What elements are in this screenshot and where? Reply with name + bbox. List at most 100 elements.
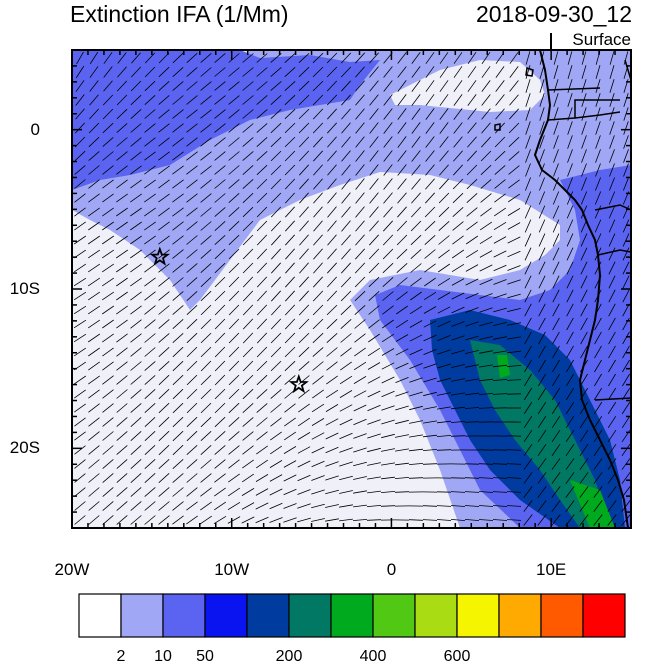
wind-barb (242, 318, 254, 330)
wind-barb (566, 205, 574, 219)
wind-barb (551, 458, 561, 470)
wind-barb (144, 123, 156, 133)
wind-barb (436, 519, 452, 521)
wind-barb (551, 429, 561, 443)
wind-barb (88, 417, 100, 427)
wind-barb (200, 193, 212, 203)
wind-barb (395, 448, 409, 452)
wind-barb (410, 277, 422, 287)
wind-barb (523, 514, 533, 526)
wind-barb (325, 404, 339, 412)
wind-barb (298, 304, 310, 316)
wind-barb (299, 248, 309, 260)
wind-barb (144, 389, 156, 399)
wind-barb (369, 150, 379, 162)
wind-barb (480, 150, 492, 162)
wind-barb (172, 221, 184, 231)
wind-barb (228, 123, 240, 133)
wind-barb (397, 108, 407, 120)
wind-barb (242, 165, 254, 175)
wind-barb (186, 374, 198, 386)
wind-barb (479, 364, 493, 368)
wind-barb (383, 164, 393, 176)
wind-barb (200, 402, 212, 414)
wind-barb (116, 347, 128, 357)
wind-barb (214, 262, 226, 274)
wind-barb (214, 221, 226, 231)
wind-barb (607, 500, 617, 512)
wind-barb (312, 304, 324, 316)
wind-barb (88, 193, 100, 203)
wind-barb (116, 375, 128, 385)
wind-barb (298, 108, 310, 120)
wind-barb (354, 262, 366, 274)
wind-barb (580, 331, 588, 345)
wind-barb (509, 108, 519, 120)
wind-barb (607, 415, 617, 429)
wind-barb (144, 95, 156, 105)
wind-barb (368, 305, 380, 315)
wind-barb (228, 234, 240, 246)
wind-barb (256, 346, 268, 358)
wind-barb (339, 390, 353, 398)
wind-barb (242, 374, 254, 386)
wind-barb (256, 417, 268, 427)
wind-barb (242, 109, 254, 119)
wind-barb (270, 178, 282, 190)
wind-barb (621, 401, 631, 415)
wind-barb (326, 66, 338, 78)
wind-barb (465, 235, 479, 245)
wind-barb (524, 205, 532, 219)
wind-barb (552, 345, 560, 359)
wind-barb (506, 491, 522, 493)
wind-barb (269, 460, 283, 468)
wind-barb (158, 179, 170, 189)
wind-barb (382, 262, 394, 274)
level-marker (550, 33, 552, 49)
wind-barb (609, 149, 615, 163)
wind-barb (228, 445, 240, 455)
wind-barb (565, 429, 575, 443)
wind-barb (186, 151, 198, 161)
wind-barb (325, 418, 339, 426)
wind-barb (214, 445, 226, 455)
lat-label: 10S (9, 279, 40, 298)
map-title: Extinction IFA (1/Mm) (70, 1, 289, 27)
wind-barb (256, 389, 268, 399)
wind-barb (325, 518, 339, 522)
wind-barb (74, 515, 86, 525)
wind-barb (271, 248, 281, 260)
wind-barb (144, 403, 156, 413)
wind-barb (284, 136, 296, 148)
wind-barb (353, 433, 367, 439)
colorbar-swatch (456, 593, 500, 638)
wind-barb (200, 276, 212, 288)
wind-barb (116, 193, 128, 203)
wind-barb (311, 503, 325, 509)
wind-barb (551, 415, 561, 429)
wind-barb (325, 475, 339, 481)
wind-barb (553, 163, 559, 177)
wind-barb (298, 403, 310, 413)
colorbar-label: 200 (275, 648, 303, 665)
wind-barb (481, 51, 491, 65)
wind-barb (423, 406, 437, 410)
wind-barb (101, 263, 115, 273)
wind-barb (75, 94, 85, 106)
wind-barb (116, 165, 128, 175)
wind-barb (622, 261, 630, 275)
wind-barb (227, 516, 241, 524)
wind-barb (256, 95, 268, 105)
wind-barb (439, 94, 449, 106)
wind-barb (102, 221, 114, 231)
wind-barb (581, 51, 587, 65)
wind-barb (381, 405, 395, 411)
wind-barb (115, 249, 129, 259)
wind-barb (451, 278, 465, 286)
wind-barb (566, 331, 574, 345)
wind-barb (551, 387, 561, 401)
wind-barb (355, 220, 365, 232)
wind-barb (214, 431, 226, 441)
wind-barb (436, 505, 452, 507)
wind-barb (396, 248, 408, 260)
